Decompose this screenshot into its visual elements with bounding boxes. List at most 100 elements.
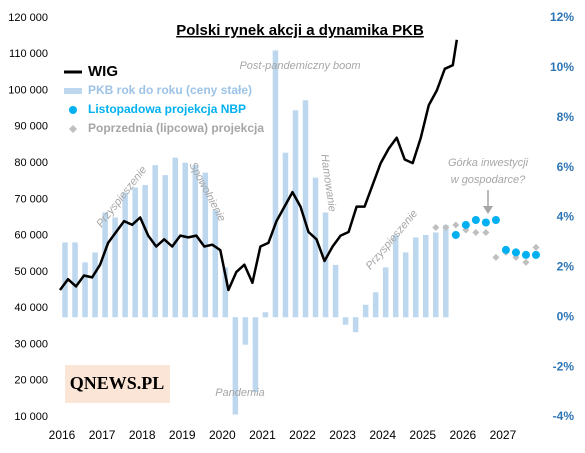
gdp-bar <box>282 152 289 318</box>
y-tick-label: 20 000 <box>14 375 48 387</box>
gdp-bar <box>342 317 349 325</box>
y2-tick-label: 4% <box>557 210 575 224</box>
gdp-bar <box>222 267 229 318</box>
gdp-bar <box>332 264 339 318</box>
gdp-bar <box>362 304 369 318</box>
y-tick-label: 50 000 <box>14 266 48 278</box>
gdp-bar <box>122 192 128 318</box>
gdp-bar <box>252 317 259 393</box>
x-tick-label: 2022 <box>289 428 316 442</box>
gdp-bar <box>292 110 299 318</box>
prev-diamond <box>442 223 450 231</box>
gdp-bar <box>192 165 199 318</box>
x-tick-label: 2024 <box>369 428 396 442</box>
nbp-dot <box>511 248 520 257</box>
prev-diamond <box>532 243 540 251</box>
gdp-bar <box>132 187 138 318</box>
gdp-bar <box>352 317 359 333</box>
gdp-bar <box>312 177 319 318</box>
gdp-bar <box>242 317 249 345</box>
annotation: w gospodarce? <box>451 174 526 186</box>
x-tick-label: 2027 <box>490 428 517 442</box>
gdp-bar <box>172 157 178 318</box>
annotation: Pandemia <box>215 387 265 399</box>
prev-diamond <box>522 258 530 266</box>
nbp-dot <box>521 250 530 259</box>
x-tick-label: 2021 <box>249 428 276 442</box>
gdp-bar <box>182 162 189 318</box>
gdp-bar <box>62 242 68 318</box>
gdp-bar <box>152 165 158 318</box>
y2-tick-label: 6% <box>557 160 575 174</box>
gdp-bar <box>372 292 379 318</box>
legend-label: WIG <box>88 63 118 80</box>
gdp-bar <box>433 232 439 318</box>
y-tick-label: 30 000 <box>14 338 48 350</box>
y-tick-label: 100 000 <box>8 84 48 96</box>
annotation-arrowhead <box>483 206 493 214</box>
logo: QNEWS.PL <box>70 373 165 393</box>
nbp-dot <box>531 250 540 259</box>
prev-diamond <box>482 228 490 236</box>
x-tick-label: 2025 <box>409 428 436 442</box>
prev-diamond <box>472 228 480 236</box>
y2-tick-label: -2% <box>553 359 575 373</box>
annotation: Górka inwestycji <box>448 157 529 169</box>
gdp-bar <box>112 217 118 318</box>
nbp-dot <box>461 220 470 229</box>
legend-label: PKB rok do roku (ceny stałe) <box>88 83 252 97</box>
legend-label: Poprzednia (lipcowa) projekcja <box>88 121 264 135</box>
gdp-bar <box>443 224 449 318</box>
gdp-bar <box>102 212 108 318</box>
gdp-bar <box>412 237 419 318</box>
y-tick-label: 10 000 <box>14 411 48 423</box>
y-tick-label: 120 000 <box>8 12 48 24</box>
chart-title: Polski rynek akcji a dynamika PKB <box>176 22 424 39</box>
nbp-dot <box>451 230 460 239</box>
x-tick-label: 2018 <box>129 428 156 442</box>
x-tick-label: 2017 <box>89 428 116 442</box>
prev-diamond <box>492 253 500 261</box>
gdp-bar <box>392 234 399 318</box>
x-tick-label: 2019 <box>169 428 196 442</box>
x-tick-label: 2023 <box>329 428 356 442</box>
annotation: Post-pandemiczny boom <box>239 60 360 72</box>
nbp-dot <box>501 245 510 254</box>
legend-label: Listopadowa projekcja NBP <box>88 102 246 116</box>
y2-tick-label: -4% <box>553 409 575 423</box>
gdp-bar <box>212 210 219 318</box>
nbp-dot <box>491 215 500 224</box>
legend-swatch <box>69 125 77 133</box>
y2-tick-label: 0% <box>557 309 575 323</box>
y-tick-label: 110 000 <box>9 48 48 60</box>
gdp-bar <box>272 50 279 318</box>
gdp-bar <box>302 100 309 318</box>
gdp-bar <box>382 267 389 318</box>
y-tick-label: 90 000 <box>14 121 48 133</box>
gdp-bar <box>232 317 239 415</box>
y2-tick-label: 12% <box>550 10 574 24</box>
prev-diamond <box>432 223 440 231</box>
gdp-bar <box>423 234 429 318</box>
gdp-bar <box>92 252 98 318</box>
x-tick-label: 2026 <box>449 428 476 442</box>
gdp-bar <box>202 172 209 318</box>
y-tick-label: 40 000 <box>14 302 48 314</box>
logo-box <box>65 365 170 403</box>
legend-swatch <box>69 106 77 114</box>
x-tick-label: 2020 <box>209 428 236 442</box>
nbp-dot <box>481 218 490 227</box>
x-tick-label: 2016 <box>49 428 76 442</box>
y-tick-label: 70 000 <box>14 193 48 205</box>
gdp-bar <box>262 312 269 318</box>
prev-diamond <box>452 221 460 229</box>
y-tick-label: 80 000 <box>14 157 48 169</box>
wig-line <box>58 39 459 292</box>
gdp-bar <box>72 242 78 318</box>
gdp-bar <box>322 212 329 318</box>
gdp-bar <box>162 175 168 318</box>
gdp-bar <box>142 185 148 318</box>
y2-tick-label: 8% <box>557 110 575 124</box>
